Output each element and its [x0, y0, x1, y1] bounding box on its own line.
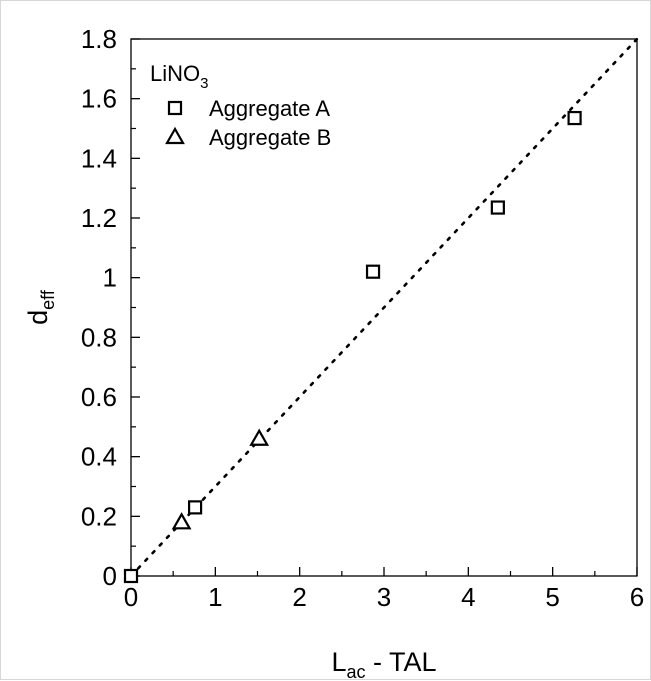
y-tick-label: 0.6	[81, 382, 117, 412]
y-tick-label: 1.8	[81, 24, 117, 54]
x-axis-label-subscript: ac	[346, 662, 365, 681]
y-axis-label-subscript: eff	[38, 289, 58, 310]
x-tick-label: 3	[377, 582, 391, 612]
x-tick-label: 1	[208, 582, 222, 612]
data-point-aggregate-a	[567, 110, 582, 126]
x-axis-label-main: L	[331, 647, 346, 677]
x-tick-label: 4	[461, 582, 475, 612]
reference-line-dotted	[129, 37, 639, 578]
y-tick-label: 0.4	[81, 442, 117, 472]
y-tick-label: 0.2	[81, 501, 117, 531]
legend-marker-triangle	[165, 126, 185, 145]
legend-title-main: LiNO	[150, 61, 200, 86]
data-point-aggregate-a	[187, 500, 203, 515]
y-axis-label: deff	[23, 289, 58, 325]
legend-title-subscript: 3	[200, 75, 208, 92]
legend-title: LiNO3	[150, 61, 208, 92]
y-tick-label: 1	[103, 263, 117, 293]
legend-entry-label: Aggregate A	[209, 96, 330, 121]
y-tick-label: 0	[103, 561, 117, 591]
data-point-aggregate-b	[171, 512, 192, 530]
y-tick-label: 1.2	[81, 203, 117, 233]
data-point-aggregate-a	[365, 264, 381, 279]
legend-marker-square	[167, 100, 183, 116]
x-axis-label: Lac - TAL	[331, 647, 436, 681]
y-tick-label: 0.8	[81, 322, 117, 352]
data-point-aggregate-a	[490, 200, 505, 215]
x-tick-label: 0	[124, 582, 138, 612]
x-tick-label: 5	[545, 582, 559, 612]
data-point-aggregate-a	[123, 568, 139, 584]
x-tick-label: 2	[292, 582, 306, 612]
legend-entry-label: Aggregate B	[209, 125, 331, 150]
y-tick-label: 1.4	[81, 143, 117, 173]
data-point-aggregate-b	[249, 428, 270, 446]
x-axis-label-rest: - TAL	[366, 647, 437, 677]
x-tick-label: 6	[630, 582, 644, 612]
y-tick-label: 1.6	[81, 84, 117, 114]
y-axis-label-main: d	[23, 310, 53, 325]
